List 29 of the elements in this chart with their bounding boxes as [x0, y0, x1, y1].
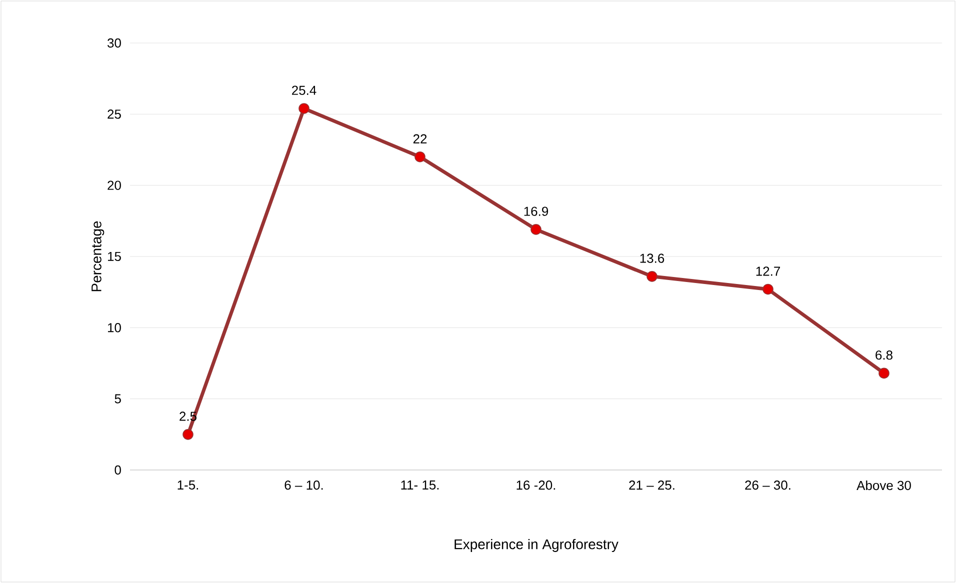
x-tick-label: 21 – 25. [629, 480, 674, 490]
data-label: 6.8 [876, 350, 892, 360]
x-tick-label: 26 – 30. [745, 480, 790, 490]
data-label: 25.4 [292, 86, 316, 95]
point [646, 271, 658, 282]
y-tick-label: 15 [108, 252, 121, 262]
point [414, 151, 426, 162]
y-axis-title: Percentage [92, 221, 104, 292]
data-label: 12.7 [756, 266, 780, 276]
x-tick-label: 1-5. [178, 480, 198, 490]
y-tick-label: 25 [108, 110, 121, 119]
data-label: 16.9 [524, 206, 548, 216]
y-tick-label: 5 [114, 394, 121, 404]
y-tick-label: 20 [108, 180, 121, 190]
y-tick-label: 30 [108, 38, 121, 48]
point [762, 284, 774, 295]
point [298, 103, 310, 114]
x-tick-label: 6 – 10. [284, 480, 323, 490]
point [878, 368, 890, 379]
y-tick-label: 10 [108, 323, 121, 332]
data-label: 22 [413, 134, 427, 144]
x-tick-label: 11- 15. [401, 480, 439, 490]
x-tick-label: Above 30 [856, 480, 911, 490]
point [530, 224, 542, 235]
x-axis-title: Experience in Agroforestry [454, 538, 618, 552]
data-label: 13.6 [640, 254, 664, 263]
x-tick-label: 16 -20. [516, 480, 556, 490]
y-tick-label: 0 [114, 465, 121, 475]
point [182, 429, 194, 440]
